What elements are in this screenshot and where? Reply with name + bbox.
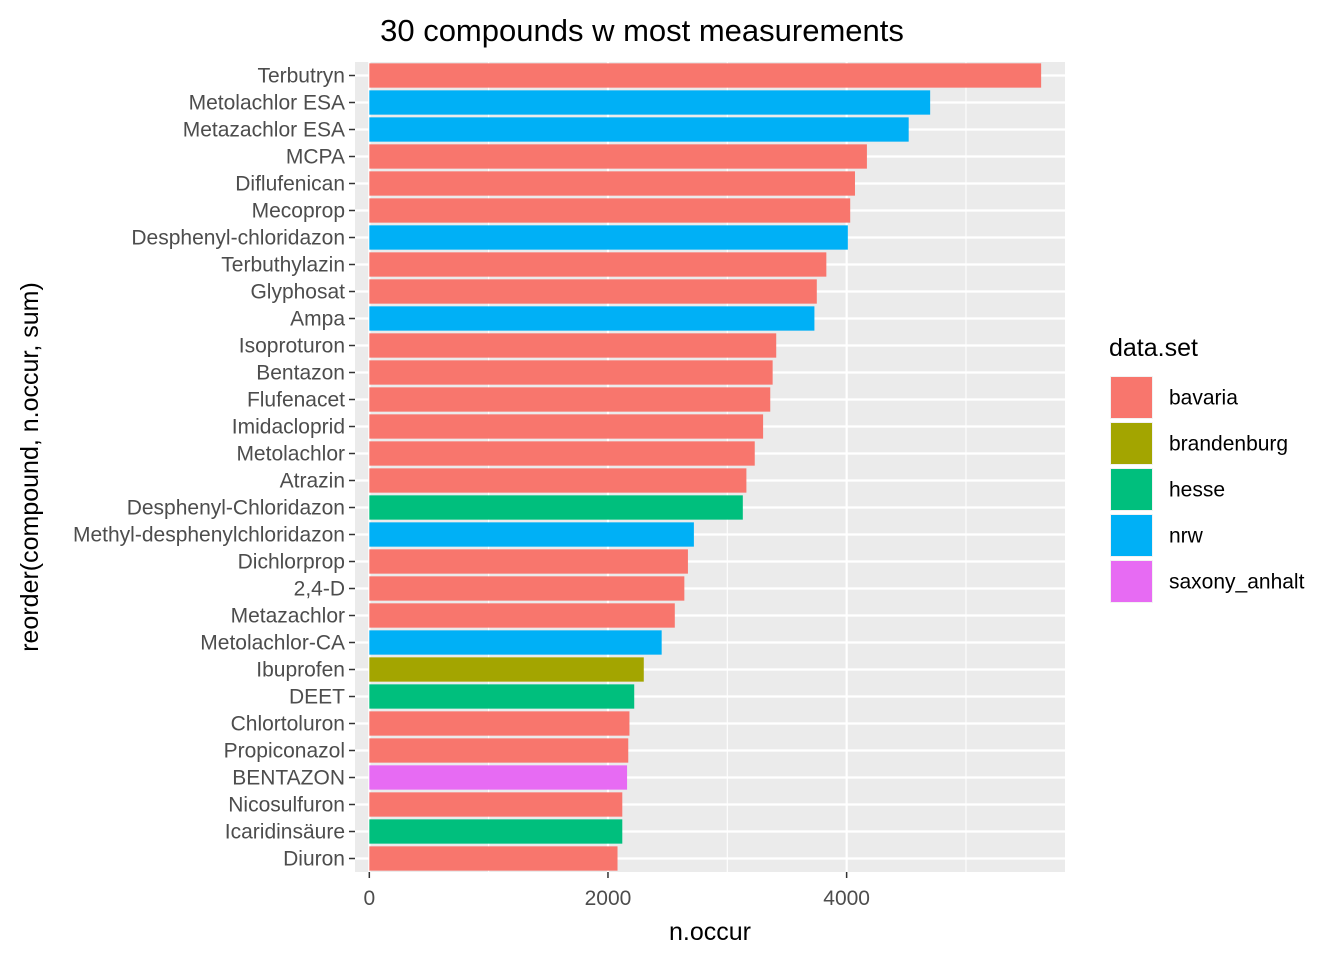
bar [369,171,855,196]
category-label: Chlortoluron [231,713,345,736]
category-label: Metolachlor-CA [200,632,345,655]
legend-label: brandenburg [1169,433,1288,456]
category-label: Metolachlor [236,443,345,466]
category-label: MCPA [286,146,345,169]
legend-swatch [1111,561,1152,602]
bar [369,792,623,817]
bar [369,360,773,385]
category-label: Dichlorprop [238,551,345,574]
category-label: Metolachlor ESA [189,92,345,115]
bar [369,549,688,574]
category-label: Atrazin [280,470,345,493]
x-tick-label: 0 [363,887,375,910]
bar [369,711,630,736]
bar [369,90,931,115]
x-tick-label: 4000 [823,887,870,910]
bar [369,738,629,763]
legend-swatch [1111,515,1152,556]
category-label: Flufenacet [247,389,345,412]
category-label: Diuron [283,848,345,871]
bar [369,657,644,682]
bar [369,765,628,790]
legend-label: hesse [1169,479,1225,502]
bar [369,117,909,142]
category-label: Metazachlor [231,605,345,628]
legend-label: nrw [1169,525,1204,548]
category-label: Mecoprop [252,200,345,223]
legend-swatch [1111,377,1152,418]
legend-label: saxony_anhalt [1169,571,1305,594]
category-label: Desphenyl-Chloridazon [127,497,345,520]
category-label: Diflufenican [235,173,345,196]
plot-panel [355,62,1065,872]
category-label: DEET [289,686,345,709]
y-axis-title: reorder(compound, n.occur, sum) [16,282,44,652]
category-label: Imidacloprid [232,416,345,439]
bar [369,495,743,520]
bars [369,63,1042,871]
category-label: Propiconazol [224,740,345,763]
bar [369,576,685,601]
bar [369,387,771,412]
bar [369,198,851,223]
bar [369,306,815,331]
category-label: Ampa [290,308,345,331]
x-tick-label: 2000 [585,887,632,910]
category-label: Metazachlor ESA [183,119,345,142]
legend-items: bavaria brandenburg hesse nrw saxony_anhalt [1110,376,1305,603]
category-label: Bentazon [256,362,345,385]
bar [369,846,618,871]
bar [369,819,623,844]
x-axis-title: n.occur [669,918,751,946]
bar [369,603,675,628]
bar [369,144,867,169]
bar [369,63,1042,88]
bar [369,252,827,277]
bar [369,333,777,358]
category-label: Ibuprofen [256,659,345,682]
category-label: Glyphosat [250,281,345,304]
y-axis: Terbutryn Metolachlor ESA Metazachlor ESA M… [73,65,355,871]
category-label: Nicosulfuron [228,794,345,817]
legend-swatch [1111,469,1152,510]
bar [369,684,635,709]
category-label: BENTAZON [232,767,345,790]
legend-label: bavaria [1169,387,1238,410]
category-label: Icaridinsäure [225,821,345,844]
x-axis: 0 2000 4000 [363,872,870,910]
bar [369,522,694,547]
legend-title: data.set [1109,334,1198,362]
category-label: Methyl-desphenylchloridazon [73,524,345,547]
bar [369,279,817,304]
bar [369,468,747,493]
bar [369,441,755,466]
category-label: Isoproturon [239,335,345,358]
bar [369,414,764,439]
legend: data.set bavaria brandenburg hesse nrw saxon… [1109,334,1305,603]
chart-title: 30 compounds w most measurements [380,13,904,48]
category-label: Desphenyl-chloridazon [131,227,345,250]
bar [369,630,662,655]
category-label: 2,4-D [294,578,345,601]
category-label: Terbuthylazin [221,254,345,277]
legend-swatch [1111,423,1152,464]
bar [369,225,848,250]
category-label: Terbutryn [257,65,345,88]
